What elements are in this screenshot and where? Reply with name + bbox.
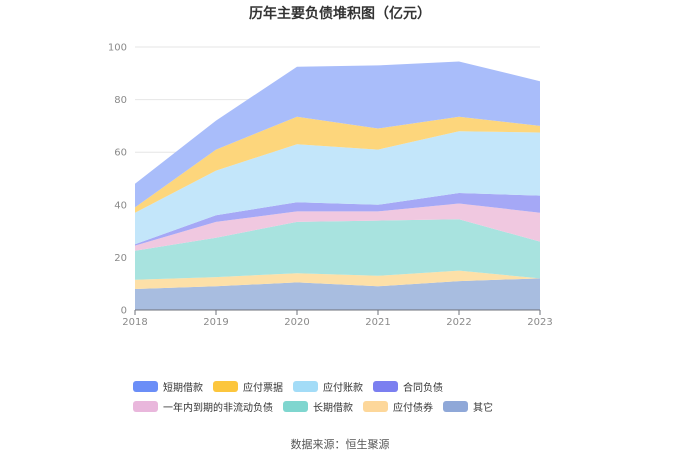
area-series-7[interactable] [135, 61, 540, 208]
legend-label: 应付账款 [323, 383, 363, 394]
x-tick-label: 2020 [284, 317, 309, 328]
legend-item[interactable]: 长期借款 [283, 399, 353, 414]
legend-label: 短期借款 [163, 383, 203, 394]
legend-label: 合同负债 [403, 383, 443, 394]
x-tick-label: 2021 [365, 317, 390, 328]
y-tick-label: 0 [121, 306, 127, 317]
axes: 0 20 40 60 80 100 2018 2019 2020 2021 2022 2023 [108, 43, 553, 329]
y-tick-label: 80 [114, 95, 127, 106]
area-series-0[interactable] [135, 278, 540, 310]
legend-item[interactable]: 短期借款 [133, 379, 203, 394]
legend-swatch [373, 381, 398, 392]
area-series-6[interactable] [135, 116, 540, 213]
legend-label: 应付债券 [393, 403, 433, 414]
area-series-3[interactable] [135, 203, 540, 251]
legend-item[interactable]: 其它 [443, 399, 493, 414]
y-tick-label: 60 [114, 148, 127, 159]
legend-swatch [133, 401, 158, 412]
x-tick-label: 2023 [527, 317, 552, 328]
legend-item[interactable]: 合同负债 [373, 379, 443, 394]
area-series-2[interactable] [135, 219, 540, 280]
y-tick-label: 40 [114, 200, 127, 211]
legend-item[interactable]: 应付票据 [213, 379, 283, 394]
legend-swatch [133, 381, 158, 392]
legend-swatch [363, 401, 388, 412]
y-tick-label: 20 [114, 253, 127, 264]
area-series-1[interactable] [135, 270, 540, 289]
legend-item[interactable]: 应付账款 [293, 379, 363, 394]
area-series-5[interactable] [135, 131, 540, 245]
y-tick-label: 100 [108, 43, 127, 54]
legend-label: 一年内到期的非流动负债 [163, 403, 273, 414]
area-series-group [135, 61, 540, 310]
legend-item[interactable]: 应付债券 [363, 399, 433, 414]
legend: 短期借款 应付票据 应付账款 合同负债一年内到期的非流动负债 长期借款 应付债券 其它 [133, 379, 573, 414]
legend-item[interactable]: 一年内到期的非流动负债 [133, 399, 273, 414]
data-source: 数据来源：恒生聚源 [290, 438, 390, 451]
x-tick-label: 2022 [446, 317, 471, 328]
chart-title: 历年主要负债堆积图（亿元） [249, 6, 431, 22]
legend-swatch [293, 381, 318, 392]
legend-label: 长期借款 [313, 403, 353, 414]
legend-label: 其它 [473, 403, 493, 414]
legend-swatch [443, 401, 468, 412]
legend-label: 应付票据 [243, 383, 283, 394]
x-tick-label: 2019 [203, 317, 228, 328]
legend-swatch [213, 381, 238, 392]
x-tick-label: 2018 [122, 317, 147, 328]
legend-swatch [283, 401, 308, 412]
area-series-4[interactable] [135, 193, 540, 246]
